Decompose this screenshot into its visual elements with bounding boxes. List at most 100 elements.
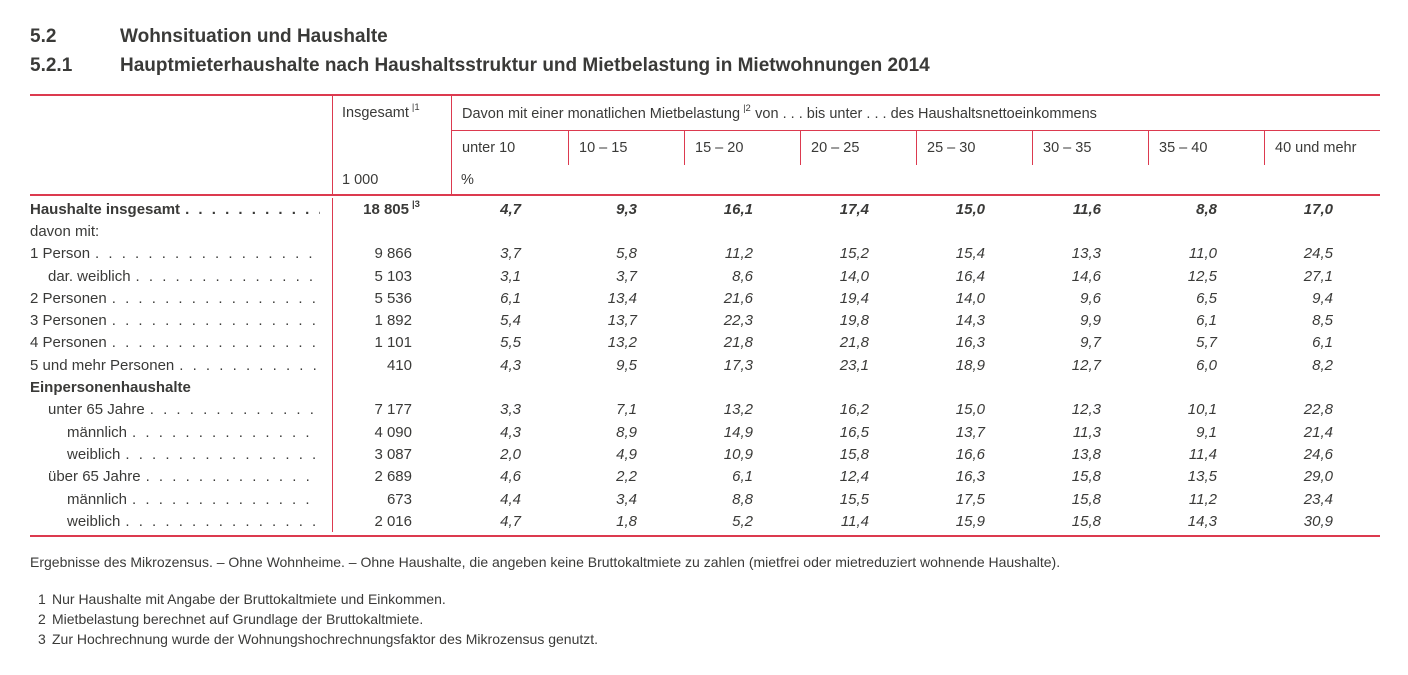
column-header: 40 und mehr xyxy=(1264,131,1380,165)
header-insgesamt-cell: Insgesamt |1 xyxy=(333,96,452,165)
column-header-label: 40 und mehr xyxy=(1275,140,1357,156)
percent-value-cell: 2,0 xyxy=(500,445,521,463)
percent-value-cell: 6,1 xyxy=(1196,312,1217,330)
dot-leader xyxy=(150,401,320,418)
row-label-cell: 3 Personen xyxy=(30,309,333,332)
percent-value-cell: 23,4 xyxy=(1303,490,1333,508)
total-value: 5 536 xyxy=(374,289,412,307)
dot-leader xyxy=(125,513,320,530)
row-label-cell: männlich xyxy=(30,420,333,444)
percent-value-cell: 8,5 xyxy=(1312,312,1333,330)
total-value-cell: 5 536 xyxy=(333,290,452,307)
percent-value-cell: 11,2 xyxy=(1188,490,1217,508)
percent-value-cell: 8,6 xyxy=(732,267,753,285)
total-value-cell: 4 090 xyxy=(333,424,452,441)
percent-value-cell: 13,2 xyxy=(607,334,637,352)
davon-label-part2: von . . . bis unter . . . des Haushaltsn… xyxy=(755,105,1097,122)
table-title: Hauptmieterhaushalte nach Haushaltsstruk… xyxy=(120,55,930,76)
row-label: 4 Personen xyxy=(30,334,107,352)
percent-value-cell: 13,7 xyxy=(955,423,985,441)
dot-leader xyxy=(136,268,320,285)
percent-value-cell: 3,3 xyxy=(500,401,521,419)
percent-value-cell: 17,3 xyxy=(723,356,753,374)
table-number: 5.2.1 xyxy=(30,55,73,76)
percent-value-cell: 14,3 xyxy=(1187,512,1217,530)
percent-value-cell: 6,1 xyxy=(500,289,521,307)
table-row: 2 Personen 5 536 6,1 13,4 21,6 19,4 14,0 9,6 6,5… xyxy=(30,287,1380,310)
total-value: 5 103 xyxy=(374,267,412,285)
percent-value-cell: 21,8 xyxy=(723,334,753,352)
percent-value-cell: 15,8 xyxy=(839,445,869,463)
column-header-label: 30 – 35 xyxy=(1043,140,1092,156)
header-stub-cell xyxy=(30,96,333,194)
percent-value-cell: 1,8 xyxy=(616,512,637,530)
total-value: 1 101 xyxy=(374,334,412,352)
row-label-cell: Einpersonenhaushalte xyxy=(30,376,333,399)
percent-value-cell: 15,8 xyxy=(1071,468,1101,486)
row-label-cell: dar. weiblich xyxy=(30,264,333,288)
percent-value-cell: 5,4 xyxy=(500,312,521,330)
column-header: unter 10 xyxy=(452,131,568,165)
percent-value-cell: 16,6 xyxy=(955,445,985,463)
dot-leader xyxy=(112,290,320,307)
dot-leader xyxy=(112,334,320,351)
row-label-cell: unter 65 Jahre xyxy=(30,398,333,421)
row-label-cell: weiblich xyxy=(30,443,333,466)
percent-value-cell: 9,5 xyxy=(616,356,637,374)
table-row: weiblich 3 087 2,0 4,9 10,9 15,8 16,6 13,8 11,4 2… xyxy=(30,443,1380,466)
total-value-cell: 18 805 |3 xyxy=(363,199,420,219)
percent-value-cell: 2,2 xyxy=(616,468,637,486)
footnote-text: Mietbelastung berechnet auf Grundlage de… xyxy=(52,611,424,628)
percent-value-cell: 8,2 xyxy=(1312,356,1333,374)
column-header-label: 10 – 15 xyxy=(579,140,628,156)
percent-value-cell: 12,4 xyxy=(839,468,869,486)
percent-value-cell: 5,7 xyxy=(1196,334,1217,352)
percent-value-cell: 5,5 xyxy=(500,334,521,352)
total-value: 18 805 xyxy=(363,201,409,219)
header-davon-cell: Davon mit einer monatlichen Mietbelastun… xyxy=(452,96,1380,131)
row-label-cell: Haushalte insgesamt xyxy=(30,198,333,221)
row-label-cell: davon mit: xyxy=(30,220,333,243)
percent-value-cell: 22,8 xyxy=(1303,401,1333,419)
dot-leader xyxy=(125,446,320,463)
percent-value-cell: 4,7 xyxy=(500,512,521,530)
percent-value-cell: 17,4 xyxy=(839,200,869,218)
percent-value-cell: 16,3 xyxy=(955,468,985,486)
row-label: Haushalte insgesamt xyxy=(30,200,181,218)
row-label: 2 Personen xyxy=(30,289,107,307)
column-header-label: 20 – 25 xyxy=(811,140,860,156)
percent-value-cell: 14,0 xyxy=(955,289,985,307)
total-value: 4 090 xyxy=(374,423,412,441)
row-label: 1 Person xyxy=(30,245,91,263)
dot-leader xyxy=(179,357,320,374)
percent-value-cell: 4,3 xyxy=(500,356,521,374)
percent-value-cell: 13,8 xyxy=(1071,445,1101,463)
percent-value-cell: 24,6 xyxy=(1303,445,1333,463)
total-value: 1 892 xyxy=(374,312,412,330)
row-label-cell: 4 Personen xyxy=(30,331,333,355)
percent-value-cell: 21,8 xyxy=(839,334,869,352)
percent-value-cell: 15,9 xyxy=(955,512,985,530)
row-label: dar. weiblich xyxy=(48,267,131,285)
row-label: über 65 Jahre xyxy=(48,468,141,486)
percent-value-cell: 12,5 xyxy=(1187,267,1217,285)
percent-value-cell: 4,6 xyxy=(500,468,521,486)
table-row: weiblich 2 016 4,7 1,8 5,2 11,4 15,9 15,8 14,3 30… xyxy=(30,510,1380,533)
total-value: 2 689 xyxy=(374,468,412,486)
percent-value-cell: 21,6 xyxy=(723,289,753,307)
row-label: unter 65 Jahre xyxy=(48,401,145,419)
table-row: 4 Personen 1 101 5,5 13,2 21,8 21,8 16,3 9,7 5,7… xyxy=(30,331,1380,355)
unit-thousand-label: 1 000 xyxy=(342,171,379,188)
total-value: 2 016 xyxy=(374,512,412,530)
table-row: über 65 Jahre 2 689 4,6 2,2 6,1 12,4 16,3 15,8 1… xyxy=(30,465,1380,488)
footnote-number: 2 xyxy=(38,611,46,628)
percent-value-cell: 4,4 xyxy=(500,490,521,508)
percent-value-cell: 16,2 xyxy=(839,401,869,419)
dot-leader xyxy=(132,424,320,441)
percent-value-cell: 13,4 xyxy=(607,289,637,307)
percent-value-cell: 11,4 xyxy=(1188,445,1217,463)
table-title-row: 5.2.1 Hauptmieterhaushalte nach Haushalt… xyxy=(30,51,1380,80)
percent-value-cell: 18,9 xyxy=(955,356,985,374)
percent-value-cell: 11,4 xyxy=(840,512,869,530)
percent-value-cell: 15,2 xyxy=(839,245,869,263)
